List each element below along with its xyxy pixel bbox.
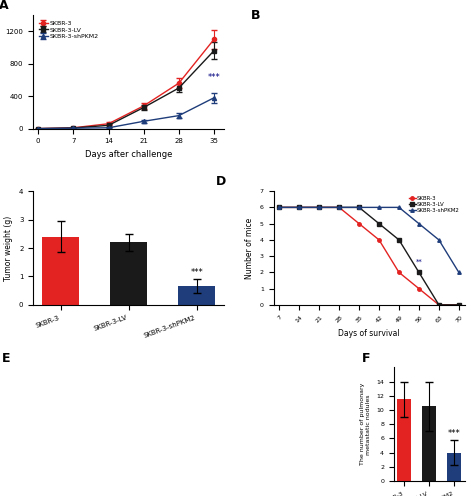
X-axis label: Days after challenge: Days after challenge bbox=[85, 150, 173, 159]
Line: SKBR-3-shPKM2: SKBR-3-shPKM2 bbox=[278, 206, 461, 274]
Y-axis label: The number of pulmonary
metastatic nodules: The number of pulmonary metastatic nodul… bbox=[360, 383, 371, 465]
SKBR-3 bbox=[456, 302, 462, 308]
Bar bbox=[110, 243, 147, 305]
SKBR-3-LV bbox=[316, 204, 322, 210]
SKBR-3-shPKM2 bbox=[436, 237, 442, 243]
Text: ***: *** bbox=[208, 73, 220, 82]
SKBR-3 bbox=[316, 204, 322, 210]
SKBR-3-shPKM2 bbox=[296, 204, 302, 210]
Text: F: F bbox=[362, 352, 371, 365]
Text: D: D bbox=[216, 176, 227, 188]
SKBR-3 bbox=[336, 204, 342, 210]
Legend: SKBR-3, SKBR-3-LV, SKBR-3-shPKM2: SKBR-3, SKBR-3-LV, SKBR-3-shPKM2 bbox=[36, 18, 102, 42]
Line: SKBR-3-LV: SKBR-3-LV bbox=[278, 206, 461, 307]
SKBR-3-LV bbox=[456, 302, 462, 308]
SKBR-3-shPKM2 bbox=[356, 204, 362, 210]
X-axis label: Days of survival: Days of survival bbox=[338, 329, 400, 338]
SKBR-3-LV bbox=[336, 204, 342, 210]
SKBR-3 bbox=[296, 204, 302, 210]
SKBR-3-LV bbox=[416, 269, 422, 275]
Y-axis label: Number of mice: Number of mice bbox=[246, 217, 255, 279]
SKBR-3 bbox=[376, 237, 382, 243]
Line: SKBR-3: SKBR-3 bbox=[278, 206, 461, 307]
SKBR-3-shPKM2 bbox=[336, 204, 342, 210]
Text: A: A bbox=[0, 0, 9, 12]
SKBR-3-shPKM2 bbox=[376, 204, 382, 210]
SKBR-3-LV bbox=[296, 204, 302, 210]
Bar bbox=[178, 286, 215, 305]
Bar bbox=[447, 453, 461, 481]
Text: ***: *** bbox=[191, 268, 203, 277]
SKBR-3-shPKM2 bbox=[276, 204, 282, 210]
Bar bbox=[422, 407, 436, 481]
Text: ***: *** bbox=[448, 430, 461, 438]
Legend: SKBR-3, SKBR-3-LV, SKBR-3-shPKM2: SKBR-3, SKBR-3-LV, SKBR-3-shPKM2 bbox=[407, 194, 462, 215]
SKBR-3 bbox=[276, 204, 282, 210]
SKBR-3 bbox=[396, 269, 402, 275]
SKBR-3 bbox=[356, 221, 362, 227]
SKBR-3-shPKM2 bbox=[396, 204, 402, 210]
SKBR-3 bbox=[436, 302, 442, 308]
Y-axis label: Tumor weight (g): Tumor weight (g) bbox=[4, 215, 13, 281]
Text: E: E bbox=[2, 352, 10, 365]
SKBR-3-LV bbox=[436, 302, 442, 308]
SKBR-3-shPKM2 bbox=[316, 204, 322, 210]
SKBR-3-LV bbox=[396, 237, 402, 243]
Text: **: ** bbox=[416, 259, 422, 265]
SKBR-3-shPKM2 bbox=[416, 221, 422, 227]
SKBR-3-LV bbox=[356, 204, 362, 210]
Bar bbox=[42, 237, 79, 305]
Bar bbox=[397, 399, 411, 481]
SKBR-3-LV bbox=[276, 204, 282, 210]
SKBR-3 bbox=[416, 286, 422, 292]
SKBR-3-LV bbox=[376, 221, 382, 227]
Text: B: B bbox=[251, 9, 260, 22]
SKBR-3-shPKM2 bbox=[456, 269, 462, 275]
